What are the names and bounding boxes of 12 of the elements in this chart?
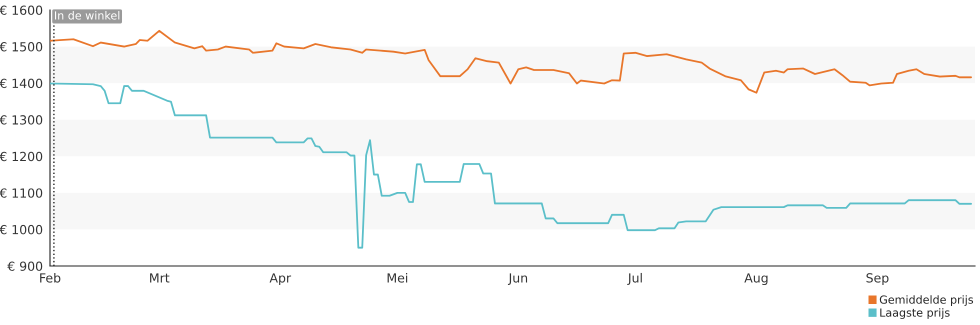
x-tick-label: Mei: [388, 272, 408, 283]
y-tick-label: € 900: [7, 261, 42, 271]
x-tick-label: Mrt: [150, 273, 170, 282]
x-tick-label: Jun: [508, 273, 528, 285]
x-tick-label: Jul: [627, 272, 642, 285]
legend-label: Gemiddelde prijs: [880, 295, 974, 306]
x-tick-label: Apr: [270, 273, 292, 286]
x-tick-label: Feb: [40, 272, 60, 283]
ref-line-label: In de winkel: [54, 11, 120, 20]
x-tick-label: Sep: [866, 273, 889, 286]
legend-label: Laagste prijs: [880, 308, 950, 319]
x-tick-label: Aug: [744, 273, 768, 286]
